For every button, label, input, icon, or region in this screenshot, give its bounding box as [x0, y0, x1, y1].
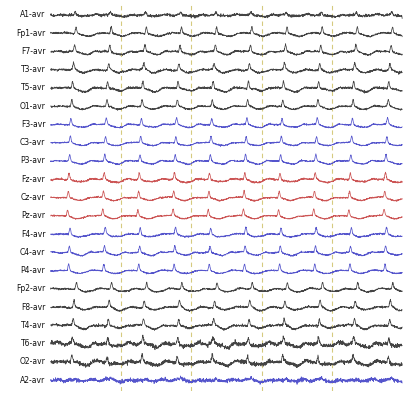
Text: P4-avr: P4-avr: [21, 266, 45, 275]
Text: Cz-avr: Cz-avr: [21, 193, 45, 202]
Text: F7-avr: F7-avr: [21, 47, 45, 56]
Text: Fz-avr: Fz-avr: [22, 175, 45, 184]
Text: T4-avr: T4-avr: [21, 321, 45, 330]
Text: T5-avr: T5-avr: [21, 83, 45, 92]
Text: C3-avr: C3-avr: [20, 138, 45, 147]
Text: Pz-avr: Pz-avr: [22, 211, 45, 220]
Text: A1-avr: A1-avr: [20, 10, 45, 19]
Text: C4-avr: C4-avr: [20, 248, 45, 257]
Text: A2-avr: A2-avr: [20, 376, 45, 385]
Text: Fp1-avr: Fp1-avr: [16, 29, 45, 38]
Text: F3-avr: F3-avr: [21, 120, 45, 129]
Text: T3-avr: T3-avr: [21, 65, 45, 74]
Text: F4-avr: F4-avr: [21, 229, 45, 239]
Text: O2-avr: O2-avr: [20, 357, 45, 366]
Text: T6-avr: T6-avr: [21, 339, 45, 348]
Text: P3-avr: P3-avr: [21, 156, 45, 166]
Text: F8-avr: F8-avr: [21, 303, 45, 312]
Text: O1-avr: O1-avr: [20, 102, 45, 111]
Text: Fp2-avr: Fp2-avr: [16, 284, 45, 293]
